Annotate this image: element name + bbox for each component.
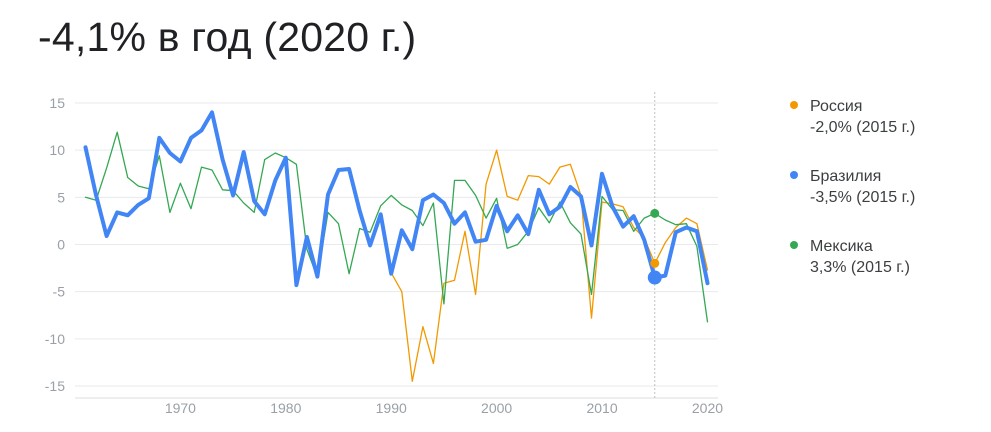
series-line-1[interactable]: [390, 149, 709, 382]
y-tick-label: 5: [57, 189, 65, 205]
marker-dot-1: [650, 258, 660, 268]
legend-item-1[interactable]: Россия -2,0% (2015 г.): [790, 96, 985, 138]
legend: Россия -2,0% (2015 г.) Бразилия -3,5% (2015…: [790, 96, 985, 306]
x-tick-label: 2010: [586, 400, 617, 416]
legend-series-value: -2,0% (2015 г.): [810, 119, 916, 136]
x-tick-label: 1990: [376, 400, 407, 416]
y-tick-label: 0: [57, 237, 65, 253]
legend-dot-icon: [790, 241, 798, 249]
series-lines: [83, 110, 710, 382]
series-line-3[interactable]: [84, 131, 709, 323]
x-tick-label: 1980: [270, 400, 301, 416]
legend-item-3[interactable]: Мексика 3,3% (2015 г.): [790, 236, 985, 278]
series-line-2[interactable]: [83, 110, 710, 288]
line-chart[interactable]: 15 10 5 0 -5 -10 -15 1970 1980 1990 2000 2010 2020: [0, 0, 730, 432]
legend-item-2[interactable]: Бразилия -3,5% (2015 г.): [790, 166, 985, 208]
legend-series-name: Бразилия: [810, 168, 882, 185]
legend-series-value: -3,5% (2015 г.): [810, 189, 916, 206]
marker-dot-2: [647, 270, 662, 285]
y-tick-label: 15: [49, 95, 65, 111]
y-tick-label: -10: [45, 331, 65, 347]
legend-dot-icon: [790, 101, 798, 109]
legend-dot-icon: [790, 171, 798, 179]
legend-series-name: Россия: [810, 98, 863, 115]
y-tick-label: 10: [49, 142, 65, 158]
grid-lines: [75, 102, 718, 399]
legend-series-name: Мексика: [810, 238, 873, 255]
chart-headline: -4,1% в год (2020 г.): [38, 14, 417, 60]
x-tick-label: 1970: [165, 400, 196, 416]
x-tick-label: 2000: [481, 400, 512, 416]
x-axis-ticks: 1970 1980 1990 2000 2010 2020: [165, 400, 723, 416]
year-marker-dots: [647, 208, 662, 285]
x-tick-label: 2020: [692, 400, 723, 416]
legend-series-value: 3,3% (2015 г.): [810, 259, 910, 276]
y-axis-ticks: 15 10 5 0 -5 -10 -15: [45, 95, 65, 394]
y-tick-label: -15: [45, 378, 65, 394]
y-tick-label: -5: [53, 284, 66, 300]
marker-dot-3: [650, 208, 660, 218]
